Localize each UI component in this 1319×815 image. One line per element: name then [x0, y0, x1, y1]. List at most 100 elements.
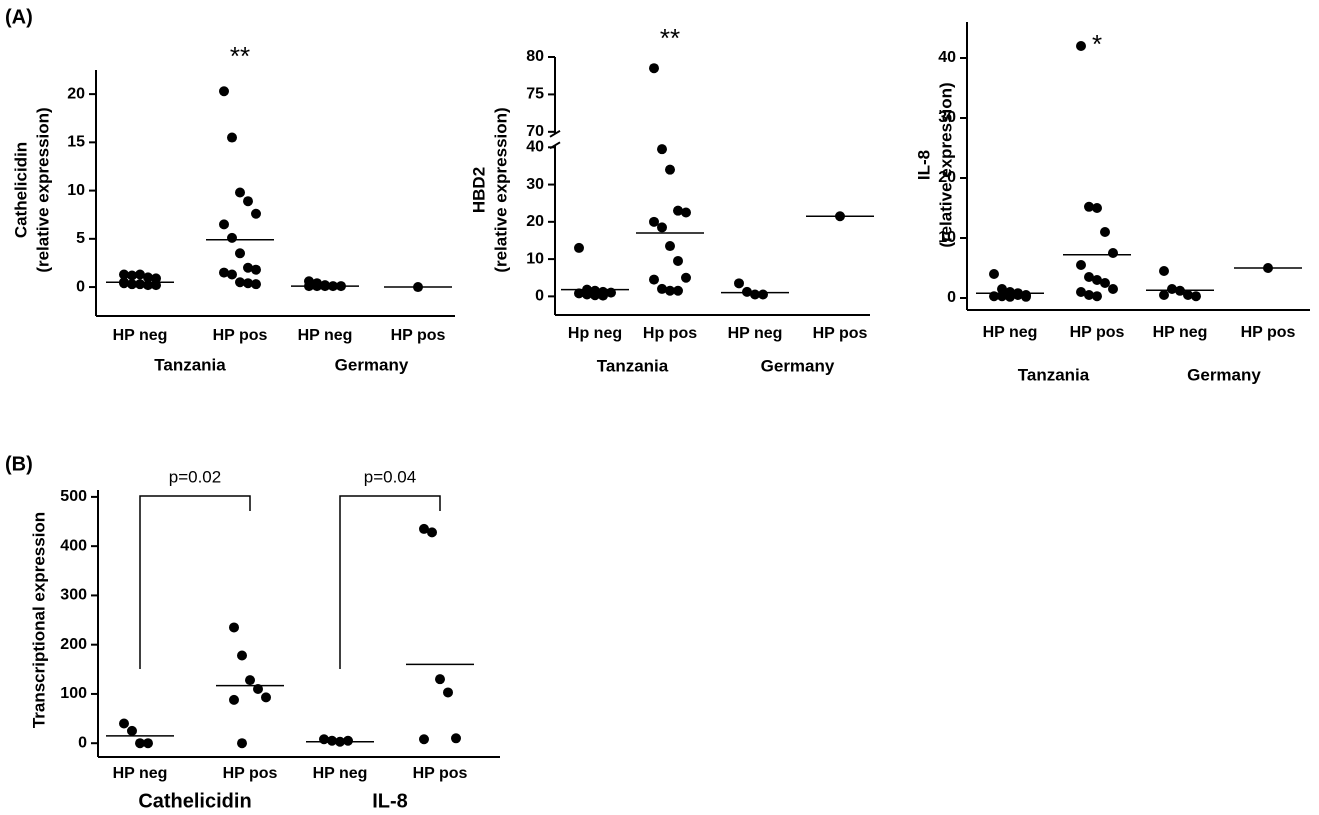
y-tick-label: 300 — [60, 587, 87, 604]
y-tick-label: 40 — [938, 49, 956, 66]
data-point — [574, 288, 584, 299]
data-point — [245, 675, 255, 686]
y-tick-label: 10 — [526, 250, 544, 267]
data-point — [253, 684, 263, 695]
data-point — [989, 269, 999, 279]
y-axis-label: IL-8 — [914, 150, 933, 180]
data-point — [758, 289, 768, 300]
data-point — [219, 267, 229, 278]
x-tick-label: HP neg — [983, 324, 1038, 341]
x-tick-label: HP neg — [1153, 324, 1208, 341]
data-point — [590, 290, 600, 301]
data-point — [681, 272, 691, 283]
data-point — [665, 164, 675, 175]
data-point — [1100, 227, 1110, 237]
data-point — [119, 718, 129, 729]
data-point — [649, 63, 659, 74]
x-tick-label: HP pos — [813, 325, 868, 342]
panel-label: (B) — [5, 453, 33, 475]
x-tick-label: HP pos — [223, 765, 278, 782]
y-tick-label: 400 — [60, 537, 87, 554]
p-value: p=0.02 — [169, 467, 221, 486]
group-label: Tanzania — [154, 355, 226, 374]
x-tick-label: HP pos — [1070, 324, 1125, 341]
y-tick-label: 75 — [526, 86, 544, 103]
data-point — [1191, 291, 1201, 302]
significance: ** — [660, 23, 680, 53]
data-point — [657, 144, 667, 155]
y-tick-label: 10 — [67, 182, 85, 199]
y-tick-label: 0 — [76, 278, 85, 295]
data-point — [1084, 272, 1094, 282]
data-point — [1076, 260, 1086, 270]
x-tick-label: HP pos — [413, 765, 468, 782]
data-point — [219, 219, 229, 230]
y-tick-label: 40 — [526, 139, 544, 156]
data-point — [1092, 275, 1102, 285]
x-tick-label: HP pos — [213, 327, 268, 344]
data-point — [1183, 290, 1193, 300]
y-tick-label: 200 — [60, 636, 87, 653]
bracket — [339, 495, 441, 669]
group-label: Germany — [335, 355, 409, 374]
data-point — [135, 269, 145, 280]
data-point — [1108, 248, 1118, 258]
y-tick-label: 0 — [947, 289, 956, 306]
data-point — [1108, 284, 1118, 294]
data-point — [427, 527, 437, 538]
data-point — [673, 205, 683, 216]
data-point — [261, 692, 271, 703]
x-tick-label: HP pos — [1241, 324, 1296, 341]
group-label: Tanzania — [597, 356, 669, 375]
data-point — [127, 270, 137, 281]
data-point — [1076, 287, 1086, 297]
data-point — [673, 285, 683, 296]
data-point — [243, 196, 253, 207]
data-point — [243, 262, 253, 273]
data-point — [229, 622, 239, 633]
y-axis-sublabel: (relative expression) — [491, 107, 510, 272]
data-point — [1100, 278, 1110, 288]
y-tick-label: 20 — [938, 169, 956, 186]
data-point — [237, 738, 247, 749]
data-point — [135, 738, 145, 749]
data-point — [435, 674, 445, 685]
x-tick-label: HP pos — [391, 327, 446, 344]
group-label: Germany — [1187, 365, 1261, 384]
group-label: Cathelicidin — [138, 790, 251, 812]
x-tick-label: Hp pos — [643, 325, 697, 342]
data-point — [419, 523, 429, 534]
y-axis-label: Transcriptional expression — [29, 512, 48, 728]
data-point — [237, 650, 247, 661]
data-point — [127, 725, 137, 736]
data-point — [451, 733, 461, 744]
x-tick-label: HP neg — [113, 765, 168, 782]
data-point — [443, 687, 453, 698]
data-point — [235, 248, 245, 259]
data-point — [227, 232, 237, 243]
data-point — [227, 269, 237, 280]
y-tick-label: 100 — [60, 685, 87, 702]
data-point — [243, 278, 253, 289]
y-tick-label: 0 — [535, 288, 544, 305]
group-label: Tanzania — [1018, 365, 1090, 384]
x-tick-label: HP neg — [113, 327, 168, 344]
data-point — [649, 274, 659, 285]
data-point — [997, 284, 1007, 294]
y-tick-label: 20 — [526, 213, 544, 230]
data-point — [1084, 201, 1094, 212]
data-point — [1005, 291, 1015, 302]
data-point — [251, 279, 261, 290]
bracket — [139, 495, 251, 669]
data-point — [219, 86, 229, 97]
data-point — [419, 734, 429, 745]
data-point — [251, 264, 261, 275]
y-axis-sublabel: (relative expression) — [33, 107, 52, 272]
data-point — [582, 289, 592, 300]
y-tick-label: 10 — [938, 229, 956, 246]
group-label: Germany — [761, 356, 835, 375]
data-point — [734, 278, 744, 289]
y-tick-label: 0 — [78, 734, 87, 751]
data-point — [657, 222, 667, 233]
